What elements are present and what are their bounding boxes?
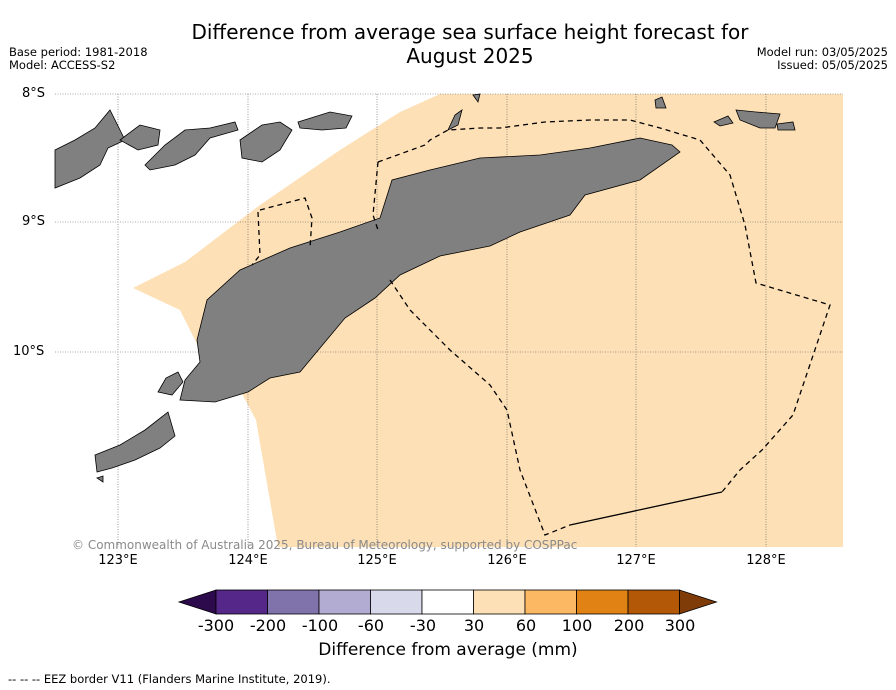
lon-label-124e: 124°E <box>228 553 268 568</box>
land-solor <box>119 124 161 151</box>
lat-label-8s: 8°S <box>22 86 46 101</box>
land-ndao <box>96 475 104 483</box>
base-period: Base period: 1981-2018 <box>9 45 148 59</box>
eez-borders <box>251 119 831 536</box>
colorbar-segment-9 <box>627 589 680 615</box>
cb-tick-2: -200 <box>249 616 287 635</box>
cb-tick-9: 200 <box>613 616 645 635</box>
colorbar-segment-4 <box>370 589 423 615</box>
land-alor <box>297 111 353 131</box>
land-islet-1 <box>472 93 481 103</box>
lat-label-9s: 9°S <box>22 214 46 229</box>
eez-line-inner <box>372 161 571 536</box>
colorbar-segment-8 <box>576 589 629 615</box>
land-semau <box>157 371 184 396</box>
cb-tick-4: -60 <box>357 616 385 635</box>
colorbar-segment-2 <box>267 589 320 615</box>
colorbar-label: Difference from average (mm) <box>318 640 578 660</box>
colorbar-segment-5 <box>421 589 474 615</box>
lon-label-123e: 123°E <box>98 553 138 568</box>
cb-tick-5: -30 <box>409 616 437 635</box>
copyright-notice: © Commonwealth of Australia 2025, Bureau… <box>72 538 578 552</box>
land-wetar <box>447 109 463 131</box>
lon-label-125e: 125°E <box>357 553 397 568</box>
cb-tick-6: 30 <box>463 616 485 635</box>
land-islet-3 <box>713 115 734 127</box>
model-run: Model run: 03/05/2025 <box>756 45 888 59</box>
meta-left: Base period: 1981-2018 Model: ACCESS-S2 <box>9 46 148 72</box>
lon-label-127e: 127°E <box>616 553 656 568</box>
eez-line-solid <box>569 491 723 526</box>
land-pantar <box>239 121 293 163</box>
lon-label-128e: 128°E <box>746 553 786 568</box>
land-timor <box>179 137 681 403</box>
map-title: Difference from average sea surface heig… <box>0 20 896 68</box>
colorbar-extend-high <box>679 589 718 615</box>
land-islet-2 <box>654 96 667 109</box>
model-name: Model: ACCESS-S2 <box>9 58 116 72</box>
meta-right: Model run: 03/05/2025 Issued: 05/05/2025 <box>757 46 888 72</box>
title-line-1: Difference from average sea surface heig… <box>191 20 749 44</box>
eez-line-north <box>251 119 831 493</box>
lon-label-126e: 126°E <box>487 553 527 568</box>
land-babar <box>735 109 781 129</box>
colorbar-segment-6 <box>473 589 526 615</box>
land-masses <box>54 93 796 483</box>
cb-tick-10: 300 <box>664 616 696 635</box>
cb-tick-3: -100 <box>301 616 339 635</box>
land-lembata <box>144 121 239 171</box>
lat-label-10s: 10°S <box>13 344 45 359</box>
land-rote <box>94 411 176 473</box>
colorbar-extend-low <box>177 589 217 615</box>
land-islet-4 <box>776 121 796 131</box>
colorbar-segment-7 <box>524 589 577 615</box>
title-line-2: August 2025 <box>406 44 534 68</box>
cb-tick-7: 60 <box>515 616 537 635</box>
issued-date: Issued: 05/05/2025 <box>777 58 888 72</box>
eez-footnote: -- -- -- EEZ border V11 (Flanders Marine… <box>8 672 331 686</box>
ocean-anomaly-area <box>133 94 843 547</box>
colorbar-segment-1 <box>215 589 268 615</box>
cb-tick-1: -300 <box>197 616 235 635</box>
cb-tick-8: 100 <box>561 616 593 635</box>
colorbar <box>177 589 718 615</box>
colorbar-segment-3 <box>318 589 371 615</box>
